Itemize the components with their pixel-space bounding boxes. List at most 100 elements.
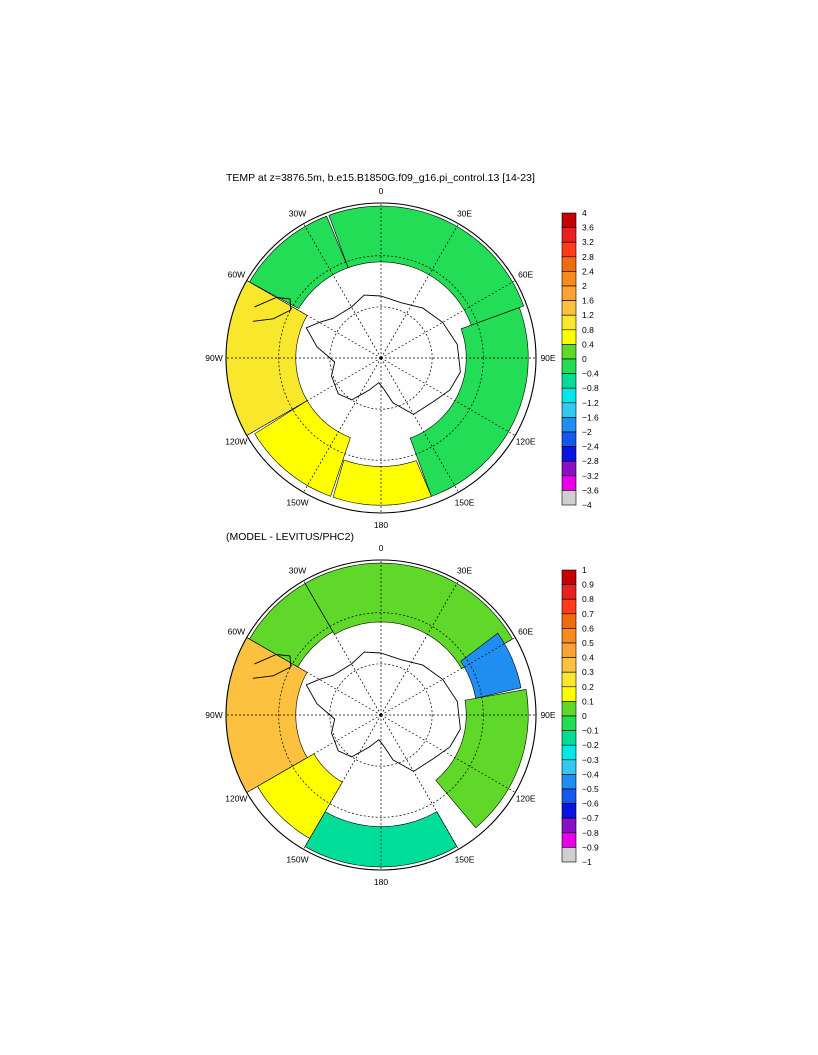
colorbar-label: −0.6	[582, 799, 599, 809]
colorbar-label: −0.8	[582, 828, 599, 838]
longitude-label: 30W	[289, 208, 306, 218]
colorbar-label: −4	[582, 500, 592, 510]
longitude-label: 120W	[225, 794, 247, 804]
colorbar-swatch	[561, 460, 577, 477]
field-region	[409, 307, 529, 497]
colorbar-swatch	[561, 241, 577, 258]
colorbar-swatch	[561, 817, 577, 834]
colorbar-swatch	[561, 373, 577, 389]
colorbar-swatch	[561, 628, 577, 644]
south-america-coastline	[252, 654, 292, 679]
colorbar-label: −0.2	[582, 740, 599, 750]
colorbar-swatch	[561, 715, 577, 731]
longitude-label: 30E	[457, 565, 472, 575]
colorbar-label: −0.8	[582, 383, 599, 393]
colorbar-label: −0.7	[582, 813, 599, 823]
colorbar-label: 2.4	[582, 266, 594, 276]
colorbar-label: 1	[582, 565, 587, 575]
map-border	[225, 202, 537, 514]
colorbar-label: 0.8	[582, 325, 594, 335]
longitude-label: 0	[379, 186, 384, 196]
longitude-label: 150E	[455, 498, 475, 508]
colorbar-swatch	[561, 314, 577, 331]
colorbar-label: 0.4	[582, 653, 594, 663]
colorbar-swatch	[561, 657, 577, 673]
latitude-circle	[278, 612, 484, 818]
map-border	[225, 559, 537, 871]
south-america-coastline	[252, 297, 292, 322]
longitude-label: 60E	[518, 627, 533, 637]
longitude-label: 150W	[286, 855, 308, 865]
colorbar-swatch	[561, 832, 577, 848]
map-panel1: 0 30E 60E 90E 120E 150E 180 150W 120W 90W 60W 30W 4 3…	[205, 186, 599, 530]
longitude-label: 60E	[518, 270, 533, 280]
colorbar-label: −0.3	[582, 755, 599, 765]
longitude-label: 150W	[286, 498, 308, 508]
colorbar-swatch	[561, 598, 577, 615]
longitude-label: 30E	[457, 208, 472, 218]
colorbar-swatch	[561, 271, 577, 287]
colorbar-swatch	[561, 285, 577, 301]
colorbar-label: 0.7	[582, 609, 594, 619]
meridian-line	[246, 714, 382, 793]
latitude-circle	[329, 306, 433, 410]
colorbar-label: −1.2	[582, 398, 599, 408]
meridian-line	[380, 637, 516, 716]
colorbar-swatch	[561, 417, 577, 433]
colorbar-label: −2	[582, 427, 592, 437]
colorbar-label: 0.1	[582, 696, 594, 706]
antarctica-coastline	[305, 294, 461, 415]
colorbar-swatch	[561, 490, 577, 506]
colorbar-label: 0.9	[582, 580, 594, 590]
meridian-line	[380, 280, 516, 359]
colorbar-swatch	[561, 744, 577, 761]
colorbar-label: −3.2	[582, 471, 599, 481]
colorbar-swatch	[561, 256, 577, 272]
meridian-line	[303, 357, 382, 493]
meridian-line	[303, 223, 382, 359]
map-panel2: 0 30E 60E 90E 120E 150E 180 150W 120W 90W 60W 30W 1 0…	[205, 543, 599, 887]
longitude-label: 60W	[228, 270, 245, 280]
field-region	[435, 689, 529, 829]
colorbar-label: 2.8	[582, 252, 594, 262]
colorbar-label: 0.6	[582, 623, 594, 633]
colorbar-label: 1.2	[582, 310, 594, 320]
longitude-label: 30W	[289, 565, 306, 575]
colorbar-swatch	[561, 387, 577, 404]
colorbar-swatch	[561, 788, 577, 804]
colorbar-label: −0.4	[582, 369, 599, 379]
longitude-label: 180	[374, 877, 388, 887]
colorbar-swatch	[561, 642, 577, 658]
colorbar-label: −2.8	[582, 456, 599, 466]
colorbar-swatch	[561, 446, 577, 462]
colorbar-label: −0.4	[582, 769, 599, 779]
longitude-label: 90W	[205, 353, 222, 363]
colorbar-label: 0	[582, 711, 587, 721]
latitude-circle	[329, 663, 433, 767]
longitude-label: 120E	[516, 794, 536, 804]
colorbar-label: −1.6	[582, 412, 599, 422]
longitude-label: 180	[374, 520, 388, 530]
colorbar-label: 1.6	[582, 296, 594, 306]
longitude-label: 90W	[205, 710, 222, 720]
meridian-line	[246, 280, 382, 359]
colorbar-swatch	[561, 402, 577, 418]
colorbar-label: −2.4	[582, 442, 599, 452]
longitude-label: 150E	[455, 855, 475, 865]
colorbar-swatch	[561, 344, 577, 360]
colorbar-swatch	[561, 212, 577, 228]
colorbar-swatch	[561, 358, 577, 374]
colorbar-label: −0.5	[582, 784, 599, 794]
latitude-circle	[278, 255, 484, 461]
colorbar-swatch	[561, 569, 577, 585]
meridian-line	[303, 580, 382, 716]
meridian-line	[380, 714, 516, 793]
colorbar-swatch	[561, 227, 577, 243]
colorbar-label: 0	[582, 354, 587, 364]
colorbar-label: 0.3	[582, 667, 594, 677]
colorbar-swatch	[561, 774, 577, 790]
meridian-line	[380, 580, 459, 716]
colorbar-label: 2	[582, 281, 587, 291]
